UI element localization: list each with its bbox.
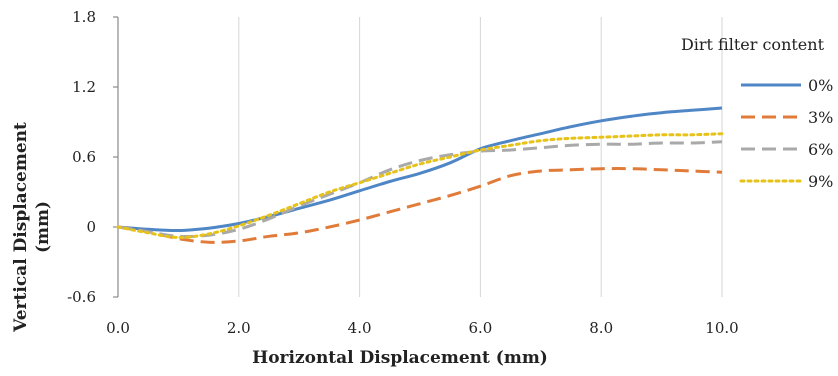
series-line-6pct <box>117 140 723 239</box>
x-tick-label: 0.0 <box>106 319 130 337</box>
y-tick-label: 0.6 <box>72 148 96 166</box>
y-axis-title-line2: (mm) <box>33 201 53 253</box>
series-line-9pct <box>116 132 724 240</box>
legend-title: Dirt filter content <box>681 35 825 54</box>
legend-label-0pct: 0% <box>808 76 833 95</box>
x-tick-label: 8.0 <box>589 319 613 337</box>
axes <box>113 16 119 298</box>
x-axis-title: Horizontal Displacement (mm) <box>252 348 548 368</box>
y-tick-labels: -0.6 0 0.6 1.2 1.8 <box>67 8 96 306</box>
y-tick-label: 0 <box>86 218 96 236</box>
series-line-0pct <box>117 106 723 233</box>
y-tick-label: -0.6 <box>67 288 96 306</box>
grid-lines <box>238 17 723 297</box>
y-axis-title: Vertical Displacement (mm) <box>11 122 53 333</box>
x-tick-labels: 0.0 2.0 4.0 6.0 8.0 10.0 <box>106 319 739 337</box>
legend-label-9pct: 9% <box>808 172 833 191</box>
y-tick-label: 1.2 <box>72 78 96 96</box>
series-line-3pct <box>117 167 723 244</box>
y-axis-title-line1: Vertical Displacement <box>11 122 31 333</box>
x-tick-label: 6.0 <box>468 319 492 337</box>
y-tick-label: 1.8 <box>72 8 96 26</box>
legend-label-3pct: 3% <box>808 108 833 127</box>
x-tick-label: 4.0 <box>348 319 372 337</box>
data-series <box>116 106 724 244</box>
x-tick-label: 2.0 <box>227 319 251 337</box>
x-tick-label: 10.0 <box>705 319 738 337</box>
legend: Dirt filter content 0% 3% 6% 9% <box>681 35 833 191</box>
legend-label-6pct: 6% <box>808 140 833 159</box>
